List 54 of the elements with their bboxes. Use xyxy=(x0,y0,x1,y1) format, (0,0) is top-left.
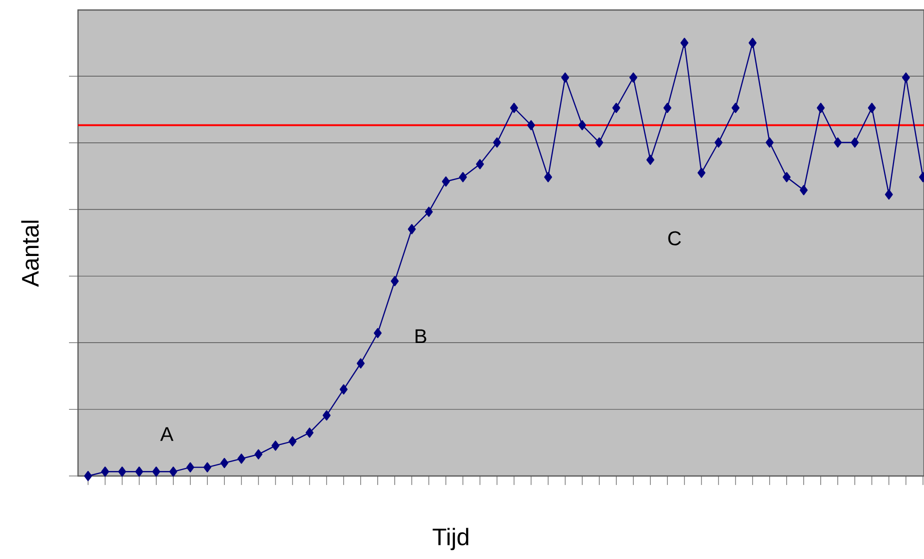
point xyxy=(663,102,672,113)
point xyxy=(237,454,246,464)
point xyxy=(850,137,859,148)
point xyxy=(408,224,416,234)
point xyxy=(186,462,194,472)
point xyxy=(800,185,808,196)
point xyxy=(868,102,876,113)
point xyxy=(306,428,314,438)
point xyxy=(816,102,825,113)
point xyxy=(169,466,178,477)
point xyxy=(458,172,467,182)
point xyxy=(476,159,484,170)
point xyxy=(561,72,570,83)
point xyxy=(544,172,552,182)
point xyxy=(203,462,212,472)
point xyxy=(135,466,144,477)
point xyxy=(84,470,92,482)
point xyxy=(834,137,842,148)
point xyxy=(374,328,382,338)
y-axis-title: Aantal xyxy=(21,220,39,287)
point xyxy=(714,137,722,148)
point xyxy=(732,102,740,113)
point xyxy=(510,102,518,113)
point xyxy=(884,189,893,200)
point xyxy=(390,276,399,286)
point xyxy=(322,410,331,420)
point xyxy=(493,137,501,148)
point xyxy=(748,38,757,48)
point xyxy=(101,466,110,477)
point xyxy=(424,206,433,217)
point xyxy=(272,440,280,451)
point xyxy=(356,358,365,368)
point xyxy=(578,120,586,130)
point xyxy=(766,137,774,148)
point xyxy=(698,168,706,178)
annotation: C xyxy=(668,231,681,246)
point xyxy=(288,436,296,446)
point xyxy=(527,120,536,130)
point xyxy=(220,458,228,468)
point xyxy=(254,449,262,460)
point xyxy=(902,72,910,83)
annotation: A xyxy=(160,427,174,441)
annotation: B xyxy=(416,329,426,344)
point xyxy=(118,466,126,477)
point xyxy=(152,466,160,477)
point xyxy=(595,137,604,148)
point xyxy=(442,176,450,187)
point xyxy=(782,172,791,182)
point xyxy=(612,102,620,113)
point xyxy=(340,384,348,394)
point xyxy=(646,154,654,165)
point xyxy=(680,38,688,48)
x-axis-title: Tijd xyxy=(432,528,468,550)
point xyxy=(629,72,638,83)
